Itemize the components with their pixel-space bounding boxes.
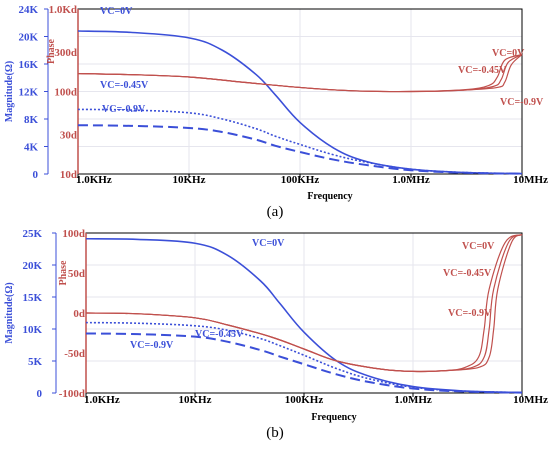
magnitude-tick-label: 12K: [18, 87, 38, 99]
magnitude-tick-label: 20K: [22, 260, 42, 272]
magnitude-tick-label: 15K: [22, 292, 42, 304]
panel-a: 1.0KHz 10KHz 100KHz 1.0MHz 10MHz 0 4K 8K 12K 16K 2…: [4, 4, 548, 220]
x-axis-title: Frequency: [307, 191, 352, 202]
x-tick-label: 10KHz: [173, 174, 206, 186]
phase-tick-label: 50d: [68, 268, 85, 280]
magnitude-tick-label: 10K: [22, 324, 42, 336]
series-annotation: VC=0V: [252, 238, 285, 249]
x-tick-label: 10MHz: [513, 394, 548, 406]
phase-tick-label: 100d: [62, 228, 85, 240]
phase-axis-title: Phase: [46, 38, 57, 64]
magnitude-line-1: [77, 108, 523, 175]
magnitude-line-2: [77, 124, 523, 175]
x-tick-label: 1.0MHz: [394, 394, 432, 406]
panel-b: 1.0KHz 10KHz 100KHz 1.0MHz 10MHz 0 5K 10K 15K 20K…: [4, 228, 548, 441]
series-annotation: VC=0V: [492, 48, 525, 59]
x-axis-title: Frequency: [311, 412, 356, 423]
magnitude-tick-label: 5K: [28, 356, 43, 368]
x-tick-label: 1.0KHz: [84, 394, 120, 406]
x-tick-label: 100KHz: [281, 174, 320, 186]
series-annotation: VC=-0.9V: [448, 308, 492, 319]
series-annotation: VC=-0.9V: [130, 340, 174, 351]
phase-tick-label: 10d: [60, 169, 77, 181]
magnitude-tick-label: 16K: [18, 59, 38, 71]
phase-line-2: [85, 234, 523, 373]
series-annotation: VC=0V: [100, 6, 133, 17]
phase-tick-label: -100d: [59, 388, 85, 400]
magnitude-tick-label: 25K: [22, 228, 42, 240]
magnitude-tick-label: 0: [37, 388, 43, 400]
magnitude-tick-label: 8K: [24, 114, 39, 126]
magnitude-tick-label: 0: [33, 169, 39, 181]
magnitude-axis-title: Magnitude(Ω): [4, 282, 15, 343]
phase-tick-label: 0d: [73, 308, 85, 320]
series-group: [85, 234, 523, 394]
x-tick-label: 10KHz: [179, 394, 212, 406]
magnitude-axis-title: Magnitude(Ω): [4, 61, 15, 122]
magnitude-line-1: [85, 321, 523, 394]
panel-label: (b): [266, 425, 284, 441]
magnitude-line-2: [85, 332, 523, 394]
x-tick-label: 10MHz: [513, 174, 548, 186]
series-annotation: VC=0V: [462, 241, 495, 252]
magnitude-tick-label: 4K: [24, 142, 39, 154]
phase-line-2: [77, 54, 523, 93]
series-annotation: VC=-0.45V: [195, 329, 244, 340]
series-group: [77, 30, 523, 175]
series-annotation: VC=-0.45V: [458, 65, 507, 76]
x-tick-label: 1.0MHz: [392, 174, 430, 186]
phase-tick-label: 30d: [60, 130, 77, 142]
series-annotation: VC=-0.9V: [500, 97, 544, 108]
phase-tick-label: 300d: [54, 47, 77, 59]
panel-label: (a): [267, 204, 284, 220]
x-tick-label: 1.0KHz: [76, 174, 112, 186]
magnitude-tick-label: 24K: [18, 4, 38, 16]
phase-axis-title: Phase: [58, 260, 69, 286]
phase-tick-label: 100d: [54, 87, 77, 99]
phase-tick-label: -50d: [64, 348, 85, 360]
phase-tick-label: 1.0Kd: [49, 4, 77, 16]
series-annotation: VC=-0.45V: [443, 268, 492, 279]
series-annotation: VC=-0.45V: [100, 80, 149, 91]
magnitude-tick-label: 20K: [18, 32, 38, 44]
series-annotation: VC=-0.9V: [102, 104, 146, 115]
x-tick-label: 100KHz: [285, 394, 324, 406]
